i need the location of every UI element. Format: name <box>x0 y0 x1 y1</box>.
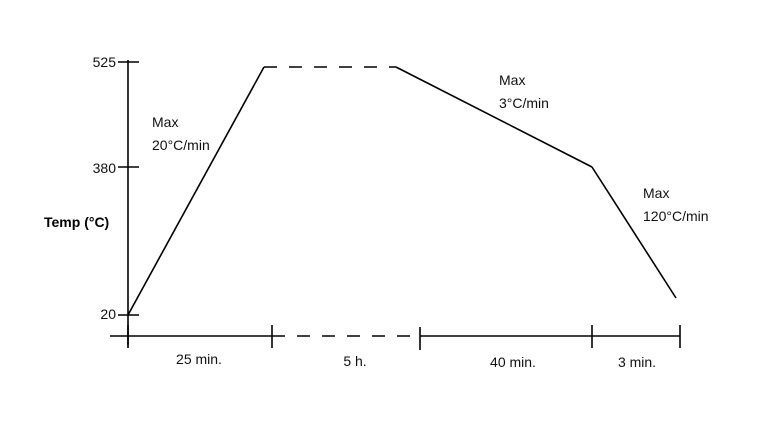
time-label-heating: 25 min. <box>176 351 222 367</box>
profile-heating-ramp <box>127 66 265 316</box>
rate-fast-cool-line2: 120°C/min <box>643 208 709 224</box>
y-axis-label: Temp (°C) <box>44 214 109 230</box>
y-tick-label-525: 525 <box>93 54 117 70</box>
rate-heating-line2: 20°C/min <box>152 137 210 153</box>
rate-heating-line1: Max <box>152 114 178 130</box>
rate-slow-cool-line2: 3°C/min <box>499 95 549 111</box>
time-label-hold: 5 h. <box>343 353 366 369</box>
rate-slow-cool-line1: Max <box>499 72 525 88</box>
y-tick-label-20: 20 <box>100 306 116 322</box>
time-label-fast-cool: 3 min. <box>618 354 656 370</box>
profile-fast-cooling <box>591 166 677 299</box>
time-label-slow-cool: 40 min. <box>490 354 536 370</box>
y-tick-label-380: 380 <box>93 160 117 176</box>
rate-fast-cool-line1: Max <box>643 185 669 201</box>
profile-slow-cooling <box>395 66 593 168</box>
